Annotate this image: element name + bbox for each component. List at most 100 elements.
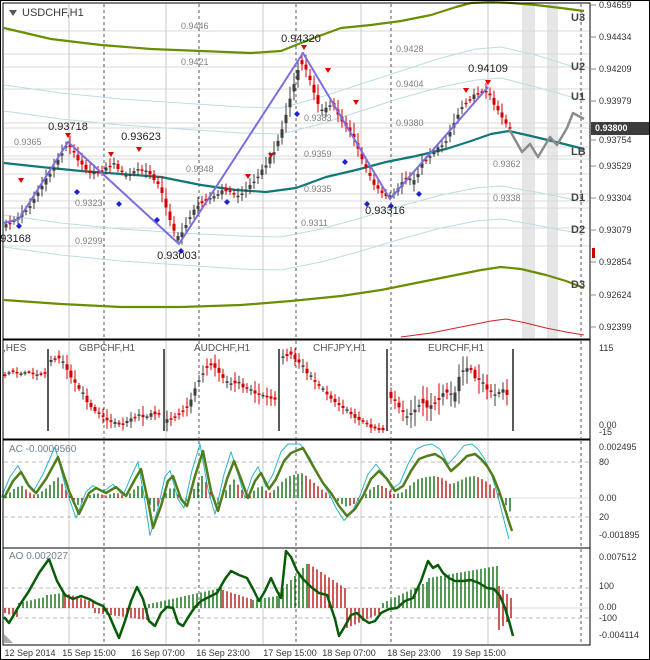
- candle: [424, 159, 428, 162]
- mini-candle: [15, 371, 19, 374]
- main-chart-plot[interactable]: [3, 1, 595, 338]
- grid-price-label: 0.9446: [181, 21, 209, 31]
- candle: [176, 236, 180, 241]
- candle: [468, 99, 472, 101]
- candle: [256, 176, 260, 179]
- grid-price-label: 0.9299: [75, 236, 103, 246]
- candle: [44, 178, 48, 185]
- mini-candle: [221, 374, 225, 378]
- candle: [228, 190, 232, 192]
- zigzag-pivot-label: 0.94109: [468, 63, 508, 75]
- mini-candle: [113, 422, 117, 424]
- mini-candle: [449, 393, 453, 395]
- mini-candle: [141, 414, 145, 418]
- candle: [320, 109, 324, 112]
- price-axis-label: 0.92854: [599, 257, 632, 267]
- mini-candle: [213, 363, 217, 368]
- chevron-down-icon[interactable]: [9, 10, 17, 16]
- mini-candle: [89, 402, 93, 408]
- mini-candle: [137, 414, 141, 416]
- candle: [172, 223, 176, 231]
- candle: [380, 190, 384, 194]
- candle: [244, 189, 248, 192]
- candle: [304, 64, 308, 70]
- mini-candle: [349, 411, 353, 415]
- mini-candle: [197, 380, 201, 382]
- mini-candle: [489, 390, 493, 392]
- candle: [276, 140, 280, 147]
- symbols-scale-label: 0.00: [599, 420, 617, 430]
- mini-candle: [477, 378, 481, 380]
- ao-scale-label: 100: [599, 581, 615, 591]
- mini-candle: [217, 368, 221, 373]
- mini-candle: [341, 405, 345, 409]
- time-axis-label: 19 Sep 15:00: [452, 648, 506, 658]
- mini-candle: [19, 373, 23, 375]
- zigzag-pivot-label: 0.93623: [121, 131, 161, 143]
- mini-candle: [201, 373, 205, 375]
- grid-price-label: 0.9365: [14, 137, 42, 147]
- candle: [148, 171, 152, 175]
- ao-name: AO: [9, 551, 24, 562]
- time-axis-label: 15 Sep 15:00: [62, 648, 116, 658]
- candle: [144, 170, 148, 173]
- grid-price-label: 0.9362: [493, 159, 521, 169]
- chart-shift-corner-icon[interactable]: [4, 634, 13, 643]
- mini-candle: [413, 409, 417, 413]
- candle: [200, 201, 204, 204]
- ao-panel-plot[interactable]: [3, 549, 589, 644]
- price-axis-label: 0.93979: [599, 96, 632, 106]
- mini-candle: [405, 416, 409, 418]
- candle: [472, 94, 476, 99]
- mini-candle: [97, 412, 101, 414]
- zigzag-low-icon: [388, 203, 394, 209]
- candle: [180, 232, 184, 238]
- mini-candle: [265, 395, 269, 398]
- symbols-panel-plot[interactable]: [3, 341, 582, 438]
- mini-candle: [241, 383, 245, 388]
- band-label-u3: U3: [571, 12, 586, 24]
- candle: [184, 225, 188, 228]
- candle: [456, 114, 460, 119]
- mini-candle: [381, 427, 385, 431]
- mini-candle: [39, 373, 43, 375]
- mini-candle: [261, 394, 265, 397]
- mini-candle: [301, 365, 305, 367]
- chart-title-bar: USDCHF,H1: [9, 7, 84, 19]
- mini-candle: [181, 410, 185, 412]
- candle: [120, 170, 124, 173]
- mini-candle: [345, 409, 349, 411]
- candle: [504, 119, 508, 124]
- ao-value: 0.002027: [26, 551, 68, 562]
- mini-candle: [429, 405, 433, 409]
- ac-panel-plot[interactable]: [1, 441, 589, 547]
- candle: [500, 112, 504, 118]
- zigzag-low-icon: [416, 191, 422, 197]
- time-axis-label: 12 Sep 2014: [4, 648, 56, 658]
- mini-candle: [369, 424, 373, 428]
- candle: [272, 152, 276, 155]
- mini-candle: [225, 381, 229, 383]
- candle: [408, 178, 412, 181]
- price-axis-label: 0.93079: [599, 225, 632, 235]
- candle: [440, 145, 444, 147]
- mini-candle: [389, 391, 393, 399]
- candle: [24, 210, 28, 212]
- fractal-high-icon: [65, 133, 71, 138]
- mini-candle: [329, 395, 333, 399]
- grid-price-label: 0.9359: [304, 149, 332, 159]
- mini-candle: [109, 420, 113, 422]
- mini-candle: [357, 416, 361, 421]
- candle: [232, 193, 236, 195]
- mini-candle: [177, 413, 181, 415]
- candle: [280, 129, 284, 138]
- zigzag-low-icon: [342, 159, 348, 165]
- band-label-d2: D2: [571, 224, 586, 236]
- candle: [312, 84, 316, 93]
- mini-candle: [325, 391, 329, 395]
- mini-candle: [149, 413, 153, 417]
- grid-price-label: 0.9380: [396, 118, 424, 128]
- mini-candle: [43, 372, 47, 374]
- candle: [388, 195, 392, 198]
